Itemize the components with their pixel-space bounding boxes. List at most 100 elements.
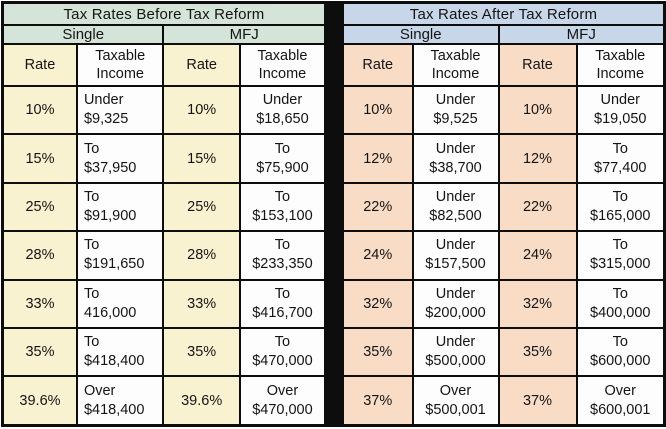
single-taxable-income-cell: To $37,950 (75, 133, 165, 184)
col-header-mfj-rate: Rate (162, 43, 241, 87)
income-qualifier: To (83, 237, 100, 254)
income-qualifier: Under (435, 140, 476, 157)
before-reform-table: Tax Rates Before Tax Reform Single MFJ R… (1, 1, 327, 427)
single-taxable-income-cell: Under $82,500 (411, 181, 500, 233)
income-amount: $91,900 (83, 208, 137, 225)
income-qualifier: To (83, 140, 100, 157)
income-qualifier: Over (266, 382, 299, 399)
income-amount: $9,325 (83, 111, 129, 128)
income-qualifier: Under (262, 92, 303, 109)
income-amount: $233,350 (252, 256, 313, 273)
before-reform-grid: Tax Rates Before Tax Reform Single MFJ R… (1, 1, 327, 427)
income-qualifier: To (274, 237, 291, 254)
income-amount: $470,000 (252, 401, 313, 418)
table-divider (327, 1, 341, 427)
col-header-single-taxable-income: Taxable Income (75, 43, 165, 87)
income-amount: $191,650 (83, 256, 145, 273)
tax-bracket-row: 25% To $91,900 25% To $153,100 (1, 181, 327, 233)
mfj-rate-cell: 22% (497, 181, 578, 233)
single-rate-cell: 39.6% (1, 375, 78, 427)
mfj-rate-cell: 10% (162, 84, 241, 136)
title-row: Tax Rates Before Tax Reform (1, 1, 327, 26)
single-rate-cell: 28% (1, 230, 78, 281)
after-reform-rows: 10% Under $9,525 10% Under $19,050 12% U… (341, 84, 666, 427)
filing-status-row: Single MFJ (341, 24, 666, 45)
income-qualifier: To (612, 285, 628, 302)
income-qualifier: Under (600, 92, 641, 109)
col-header-mfj-rate: Rate (497, 43, 578, 87)
income-amount: $600,000 (590, 353, 651, 370)
income-amount: $19,050 (594, 111, 647, 128)
single-rate-cell: 10% (341, 84, 414, 136)
single-taxable-income-cell: To $191,650 (75, 230, 165, 281)
income-qualifier: To (612, 237, 628, 254)
single-rate-cell: 33% (1, 278, 78, 330)
section-single: Single (1, 24, 165, 45)
section-mfj: MFJ (497, 24, 666, 45)
income-qualifier: To (612, 189, 628, 206)
income-amount: $153,100 (252, 208, 313, 225)
single-rate-cell: 22% (341, 181, 414, 233)
after-reform-table: Tax Rates After Tax Reform Single MFJ Ra… (341, 1, 666, 427)
income-amount: $418,400 (83, 401, 145, 418)
income-amount: $416,700 (252, 304, 313, 321)
mfj-taxable-income-cell: To $75,900 (238, 133, 327, 184)
mfj-rate-cell: 25% (162, 181, 241, 233)
income-amount: $315,000 (590, 256, 651, 273)
mfj-taxable-income-cell: To $600,000 (575, 327, 666, 378)
income-qualifier: Under (83, 92, 124, 109)
mfj-rate-cell: 10% (497, 84, 578, 136)
single-taxable-income-cell: To 416,000 (75, 278, 165, 330)
mfj-rate-cell: 28% (162, 230, 241, 281)
income-amount: $418,400 (83, 353, 145, 370)
tax-bracket-row: 37% Over $500,001 37% Over $600,001 (341, 375, 666, 427)
income-amount: $400,000 (590, 304, 651, 321)
income-amount: $82,500 (429, 208, 482, 225)
single-rate-cell: 25% (1, 181, 78, 233)
income-qualifier: To (274, 189, 291, 206)
single-rate-cell: 35% (1, 327, 78, 378)
income-qualifier: To (83, 334, 100, 351)
tax-bracket-row: 32% Under $200,000 32% To $400,000 (341, 278, 666, 330)
income-amount: $500,000 (425, 353, 486, 370)
mfj-taxable-income-cell: Over $470,000 (238, 375, 327, 427)
income-qualifier: To (83, 285, 100, 302)
single-taxable-income-cell: Over $500,001 (411, 375, 500, 427)
single-rate-cell: 35% (341, 327, 414, 378)
tax-bracket-row: 33% To 416,000 33% To $416,700 (1, 278, 327, 330)
single-rate-cell: 12% (341, 133, 414, 184)
single-rate-cell: 32% (341, 278, 414, 330)
tax-bracket-row: 39.6% Over $418,400 39.6% Over $470,000 (1, 375, 327, 427)
column-header-row: Rate Taxable Income Rate Taxable Income (341, 43, 666, 87)
income-amount: $470,000 (252, 353, 313, 370)
before-reform-rows: 10% Under $9,325 10% Under $18,650 15% T… (1, 84, 327, 427)
tax-bracket-row: 15% To $37,950 15% To $75,900 (1, 133, 327, 184)
income-amount: $600,001 (590, 401, 651, 418)
tax-bracket-row: 10% Under $9,525 10% Under $19,050 (341, 84, 666, 136)
mfj-taxable-income-cell: Under $18,650 (238, 84, 327, 136)
income-qualifier: To (274, 334, 291, 351)
mfj-taxable-income-cell: To $153,100 (238, 181, 327, 233)
single-taxable-income-cell: Under $38,700 (411, 133, 500, 184)
income-amount: $77,400 (594, 159, 647, 176)
after-reform-grid: Tax Rates After Tax Reform Single MFJ Ra… (341, 1, 666, 427)
income-qualifier: Under (435, 237, 476, 254)
section-mfj: MFJ (162, 24, 327, 45)
mfj-taxable-income-cell: To $470,000 (238, 327, 327, 378)
income-qualifier: To (274, 140, 291, 157)
tax-bracket-row: 12% Under $38,700 12% To $77,400 (341, 133, 666, 184)
single-taxable-income-cell: To $418,400 (75, 327, 165, 378)
income-amount: 416,000 (83, 304, 137, 321)
single-rate-cell: 10% (1, 84, 78, 136)
mfj-rate-cell: 15% (162, 133, 241, 184)
single-taxable-income-cell: Under $157,500 (411, 230, 500, 281)
mfj-taxable-income-cell: To $400,000 (575, 278, 666, 330)
income-amount: $200,000 (425, 304, 486, 321)
title-row: Tax Rates After Tax Reform (341, 1, 666, 26)
col-header-single-rate: Rate (1, 43, 78, 87)
tax-bracket-row: 28% To $191,650 28% To $233,350 (1, 230, 327, 281)
mfj-taxable-income-cell: Under $19,050 (575, 84, 666, 136)
tax-bracket-row: 10% Under $9,325 10% Under $18,650 (1, 84, 327, 136)
